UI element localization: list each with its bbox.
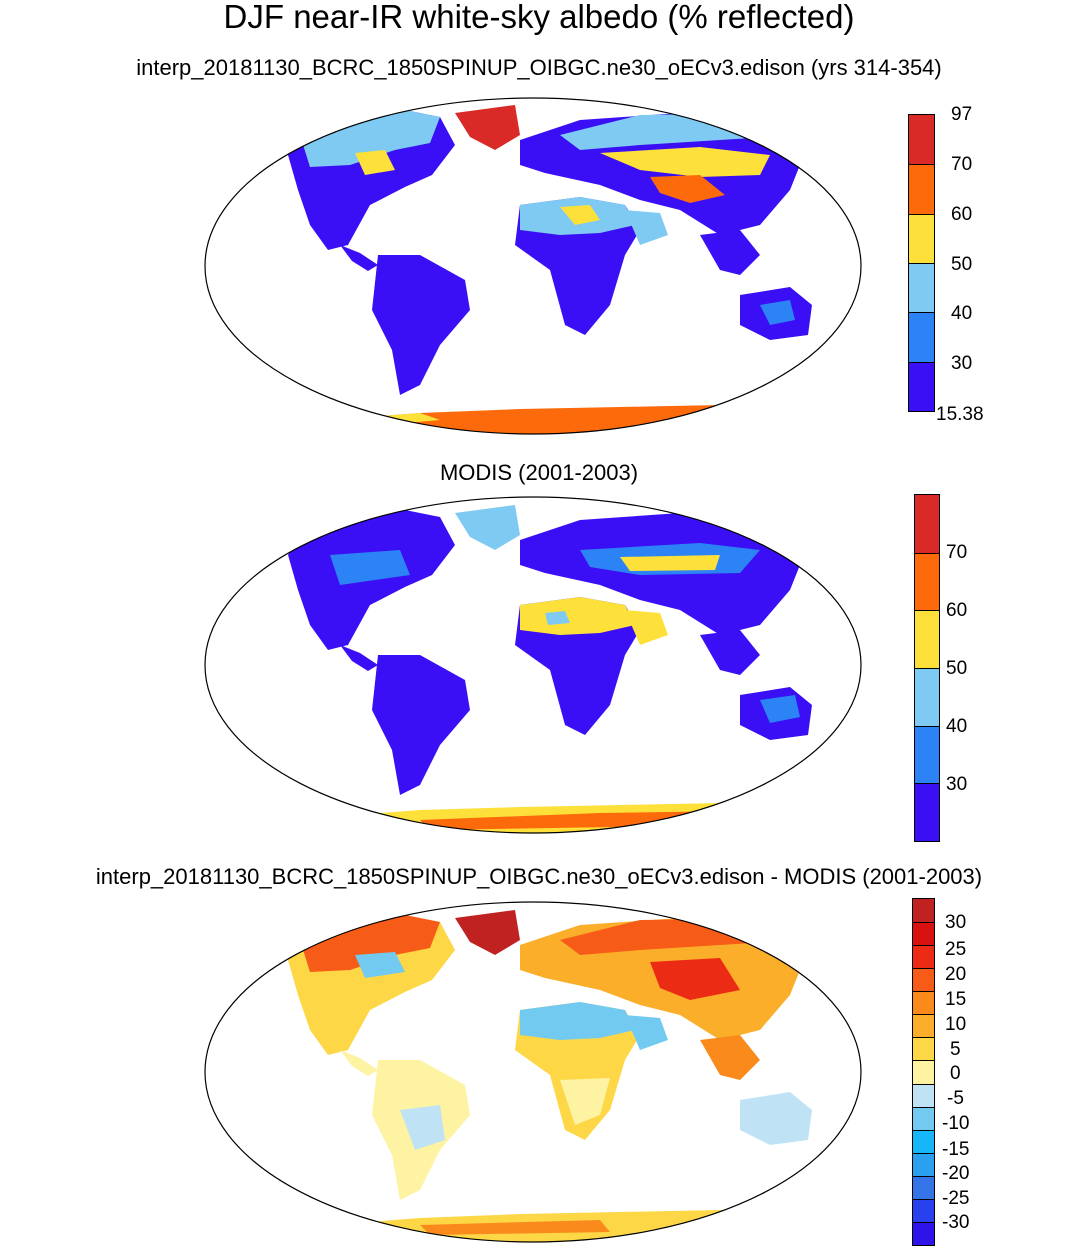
cb2-label-3: 50 [946, 658, 968, 679]
colorbar-segment [909, 361, 934, 411]
panel-2-colorbar [914, 494, 940, 842]
colorbar-segment [915, 552, 939, 611]
colorbar-segment [913, 1221, 934, 1245]
cb3-label-2: -25 [942, 1188, 970, 1209]
colorbar-segment [913, 922, 934, 946]
colorbar-segment [913, 945, 934, 969]
colorbar-segment [913, 1129, 934, 1153]
panel-1-colorbar [908, 114, 935, 412]
colorbar-segment [913, 1083, 934, 1107]
central-asia-high-albedo [650, 175, 725, 203]
colorbar-segment [913, 1060, 934, 1084]
sahara-negative [520, 1002, 635, 1040]
sahara-blue-spots [545, 611, 570, 625]
central-asia-band [620, 555, 720, 571]
greenland-diff [455, 910, 520, 955]
southeast-asia-land [700, 630, 760, 675]
central-america-land [340, 645, 378, 671]
colorbar-segment [913, 1198, 934, 1222]
australia-interior [760, 695, 800, 723]
cb3-label-3: -20 [942, 1163, 970, 1184]
colorbar-segment [913, 899, 934, 923]
australia-interior [760, 300, 795, 325]
colorbar-segment [913, 1037, 934, 1061]
south-america-land [372, 255, 470, 395]
cb3-label-10: 15 [945, 989, 967, 1010]
canada-negative [355, 952, 405, 978]
arabia-land [625, 1015, 668, 1050]
colorbar-segment [909, 164, 934, 214]
colorbar-segment [909, 312, 934, 362]
cb3-label-4: -15 [942, 1139, 970, 1160]
colorbar-segment [915, 783, 939, 841]
central-asia-max [650, 958, 740, 1000]
cb2-label-2: 40 [946, 716, 968, 737]
colorbar-segment [915, 668, 939, 726]
cb3-label-1: -30 [942, 1212, 970, 1233]
cb1-label-5: 70 [951, 154, 973, 175]
arabia-land [625, 610, 668, 645]
siberia-snow [600, 147, 770, 177]
colorbar-segment [913, 991, 934, 1015]
panel-2-map [204, 496, 862, 834]
colorbar-segment [909, 263, 934, 313]
africa-south [560, 1078, 610, 1125]
canada-band [330, 550, 410, 585]
colorbar-segment [913, 1152, 934, 1176]
cb1-label-4: 60 [951, 204, 973, 225]
central-america-land [340, 245, 378, 271]
greenland-land [455, 505, 520, 550]
panel-1-subtitle: interp_20181130_BCRC_1850SPINUP_OIBGC.ne… [136, 55, 942, 80]
colorbar-segment [915, 725, 939, 784]
central-america-land [340, 1050, 378, 1076]
southeast-asia-land [700, 1035, 760, 1080]
southeast-asia-land [700, 230, 760, 275]
cb3-label-12: 25 [945, 939, 967, 960]
cb3-label-5: -10 [942, 1113, 970, 1134]
cb3-label-9: 10 [945, 1014, 967, 1035]
south-america-land [372, 655, 470, 795]
panel-1-map [204, 97, 862, 435]
greenland-ice [455, 105, 520, 150]
antarctica-edge [420, 1220, 610, 1235]
colorbar-segment [909, 115, 934, 165]
cb1-label-1: 30 [951, 353, 973, 374]
canada-snow [355, 150, 395, 175]
cb3-label-8: 5 [950, 1039, 961, 1060]
main-title: DJF near-IR white-sky albedo (% reflecte… [223, 0, 855, 35]
colorbar-segment [913, 1175, 934, 1199]
antarctica-ice [205, 405, 861, 434]
cb3-label-7: 0 [950, 1063, 961, 1084]
sahara-bright-spots [560, 205, 600, 225]
south-america-negative [400, 1105, 445, 1150]
cb1-label-2: 40 [951, 303, 973, 324]
arabia-land [625, 210, 668, 245]
cb3-label-13: 30 [945, 912, 967, 933]
panel-3-map [204, 901, 862, 1243]
sahara-desert [520, 597, 635, 635]
colorbar-segment [915, 610, 939, 668]
colorbar-segment [913, 968, 934, 992]
colorbar-segment [915, 495, 939, 553]
panel-3-subtitle: interp_20181130_BCRC_1850SPINUP_OIBGC.ne… [95, 864, 983, 889]
panel-3-colorbar [912, 898, 935, 1246]
cb2-label-1: 30 [946, 774, 968, 795]
cb3-label-6: -5 [947, 1088, 964, 1109]
australia-land [740, 1092, 812, 1145]
cb1-label-3: 50 [951, 254, 973, 275]
panel-2-subtitle: MODIS (2001-2003) [439, 460, 639, 485]
cb3-label-11: 20 [945, 964, 967, 985]
colorbar-segment [913, 1014, 934, 1038]
cb1-label-0: 15.38 [936, 404, 984, 425]
cb2-label-4: 60 [946, 600, 968, 621]
cb2-label-5: 70 [946, 542, 968, 563]
cb1-label-6: 97 [951, 104, 973, 125]
colorbar-segment [909, 213, 934, 263]
colorbar-segment [913, 1106, 934, 1130]
